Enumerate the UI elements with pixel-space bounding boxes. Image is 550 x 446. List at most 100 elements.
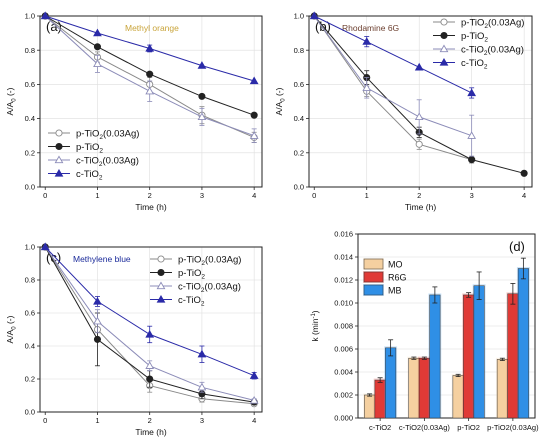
y-tick-label: 0.2 <box>294 148 304 157</box>
x-tick-label: 0 <box>43 416 47 425</box>
panel-3: 0.000 0.002 0.004 0.006 0.008 0.010 0.012 0.014… <box>310 230 539 432</box>
data-point <box>40 242 50 251</box>
y-tick-label: 0.6 <box>25 80 35 89</box>
y-tick-label: 0.6 <box>294 80 304 89</box>
data-point <box>145 361 155 369</box>
legend-label: p-TiO2 <box>76 142 103 155</box>
legend-marker <box>54 155 64 164</box>
y-tick-label: 0.0 <box>25 183 35 192</box>
y-axis-label-sub: 0 <box>12 98 18 102</box>
legend-marker <box>156 294 166 303</box>
x-tick-label: 3 <box>200 191 204 200</box>
legend-label-sub: 2 <box>99 161 103 168</box>
data-point <box>198 92 206 100</box>
legend-swatch <box>363 284 384 296</box>
legend-label-sub: 2 <box>201 260 205 267</box>
plot-frame <box>39 15 263 188</box>
legend-marker <box>440 18 448 26</box>
bar-MO <box>496 359 508 419</box>
legend-label-main: c-TiO <box>178 281 201 292</box>
legend-label: p-TiO2(0.03Ag) <box>461 17 524 30</box>
legend-label: R6G <box>388 273 407 283</box>
legend-marker <box>157 268 165 277</box>
data-point <box>145 329 155 338</box>
series-line <box>313 15 472 94</box>
legend-label-sub: 2 <box>201 300 205 307</box>
legend-swatch <box>363 271 384 283</box>
y-tick-label: 0.004 <box>334 368 353 377</box>
series-c_TiO2 <box>40 11 259 85</box>
bar-R6G <box>374 379 386 419</box>
legend-label-sub: 2 <box>201 287 205 294</box>
data-point <box>249 131 259 139</box>
legend-label-sub: 2 <box>99 147 103 154</box>
y-tick-label: 0.010 <box>334 299 353 308</box>
legend-label-main: p-TiO <box>178 254 201 265</box>
bar-MB <box>385 347 397 419</box>
x-tick-label: c-TiO2(0.03Ag) <box>399 423 450 432</box>
legend-label-main: c-TiO <box>76 169 99 180</box>
data-point <box>362 83 372 91</box>
x-tick-label: 2 <box>417 191 421 200</box>
data-point <box>93 296 102 305</box>
legend-label-main: p-TiO <box>76 142 99 153</box>
bar-MO <box>364 394 376 419</box>
bar-MO <box>408 357 420 419</box>
legend-label-tail: (0.03Ag) <box>205 281 241 292</box>
legend-label-sub: 2 <box>99 134 103 141</box>
legend-label-tail: (0.03Ag) <box>488 44 524 55</box>
bar-MB <box>429 294 441 419</box>
y-axis-label-tail: ) <box>310 310 320 313</box>
legend-marker <box>55 129 63 137</box>
data-point <box>93 59 102 68</box>
bar-R6G <box>507 293 519 419</box>
x-tick-label: p-TiO2(0.03Ag) <box>487 423 539 432</box>
legend-label-sub: 2 <box>99 174 103 181</box>
bar-MO <box>452 375 464 419</box>
y-tick-label: 0.2 <box>25 375 35 384</box>
y-tick-label: 1.0 <box>294 12 304 21</box>
y-axis-label-main: A/A <box>5 101 15 115</box>
x-tick-label: 2 <box>148 191 152 200</box>
legend-label-sub: 2 <box>484 63 488 70</box>
data-point <box>145 86 155 95</box>
legend-swatch <box>363 258 384 270</box>
y-axis-label-tail: (-) <box>5 87 15 98</box>
plot-frame <box>39 246 263 413</box>
legend-marker <box>440 31 448 40</box>
data-point <box>362 37 372 45</box>
data-point <box>197 61 207 69</box>
y-tick-label: 0.014 <box>334 253 353 262</box>
y-tick-label: 0.8 <box>25 276 35 285</box>
legend-marker <box>54 168 64 177</box>
x-axis-label: Time (h) <box>135 202 166 212</box>
legend-label-tail: (0.03Ag) <box>488 17 524 28</box>
y-axis-label-sub: 0 <box>12 326 18 330</box>
data-point <box>145 43 155 52</box>
x-tick-label: 4 <box>522 191 526 200</box>
data-point <box>467 88 477 97</box>
legend-label-main: c-TiO <box>461 58 484 69</box>
x-tick-label: p-TiO2 <box>457 423 480 432</box>
dye-label: Methyl orange <box>125 23 179 33</box>
plot-frame <box>357 233 536 419</box>
y-tick-label: 0.2 <box>25 148 35 157</box>
data-point <box>146 375 154 383</box>
y-axis-label-tail: (-) <box>5 315 15 326</box>
panel-label: (d) <box>509 239 525 254</box>
y-tick-label: 0.002 <box>334 391 353 400</box>
data-point <box>520 169 528 177</box>
bar-R6G <box>418 357 430 419</box>
y-tick-label: 0.016 <box>334 230 353 239</box>
y-tick-label: 0.4 <box>294 114 304 123</box>
plot-frame <box>308 15 533 188</box>
y-axis-label: A/A0 (-) <box>274 87 287 115</box>
data-point <box>197 349 207 358</box>
data-point <box>197 112 207 121</box>
data-point <box>414 112 424 121</box>
legend-label-main: p-TiO <box>76 128 99 139</box>
